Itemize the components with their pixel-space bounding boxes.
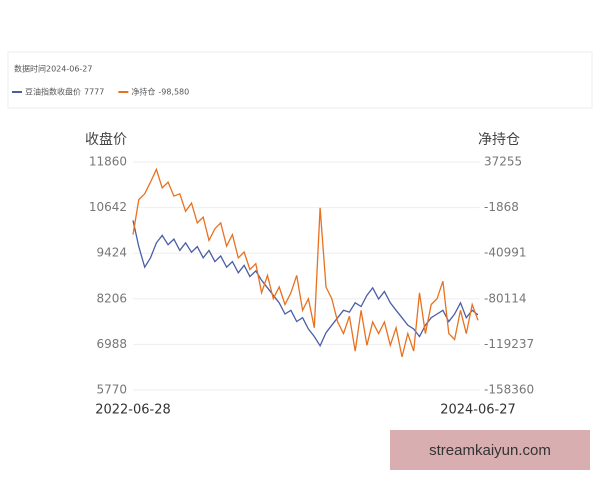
series-line (132, 167, 479, 358)
y-tick-label: 11860 (89, 155, 127, 169)
y2-tick-label: -1868 (484, 200, 519, 214)
y2-tick-label: -119237 (484, 337, 534, 351)
legend-value: 7777 (84, 88, 104, 97)
y-tick-label: 6988 (96, 337, 127, 351)
legend-label: 净持仓 (131, 87, 155, 97)
y-tick-label: 9424 (96, 246, 127, 260)
legend-value: -98,580 (158, 88, 189, 97)
y-tick-label: 8206 (96, 291, 127, 305)
y2-axis-title: 净持仓 (478, 132, 520, 148)
legend-label: 豆油指数收盘价 (25, 87, 81, 97)
y-tick-label: 10642 (89, 200, 127, 214)
header-text: 数据时间2024-06-27 (14, 64, 93, 74)
series-line (132, 220, 479, 348)
y-tick-label: 5770 (96, 383, 127, 397)
watermark-box (390, 430, 590, 470)
watermark: streamkaiyun.com (429, 442, 551, 459)
y2-tick-label: -158360 (484, 383, 534, 397)
y2-tick-label: 37255 (484, 155, 522, 169)
y-axis-title: 收盘价 (85, 131, 127, 148)
y2-tick-label: -40991 (484, 246, 527, 260)
x-tick-label: 2022-06-28 (95, 403, 171, 418)
y2-tick-label: -80114 (484, 291, 527, 305)
header-box (7, 51, 593, 109)
x-tick-label: 2024-06-27 (440, 403, 516, 418)
